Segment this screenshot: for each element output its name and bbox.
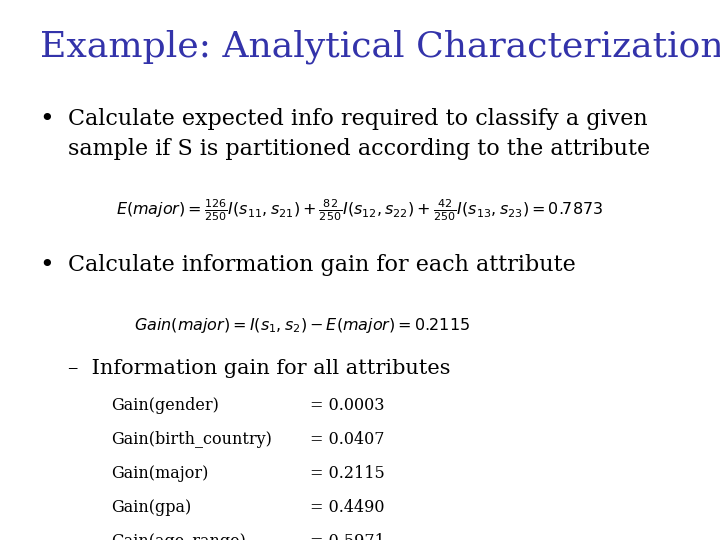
Text: Gain(age_range): Gain(age_range): [112, 533, 246, 540]
Text: Example: Analytical Characterization (4): Example: Analytical Characterization (4): [40, 30, 720, 64]
Text: Gain(gpa): Gain(gpa): [112, 499, 192, 516]
Text: $E(major) = \frac{126}{250}I(s_{11}, s_{21}) + \frac{82}{250}I(s_{12}, s_{22}) +: $E(major) = \frac{126}{250}I(s_{11}, s_{…: [117, 197, 603, 223]
Text: •: •: [40, 254, 54, 277]
Text: Gain(major): Gain(major): [112, 465, 209, 482]
Text: $Gain(major) = I(s_1, s_2) - E(major) = 0.2115$: $Gain(major) = I(s_1, s_2) - E(major) = …: [135, 316, 470, 335]
Text: Gain(gender): Gain(gender): [112, 397, 220, 414]
Text: Calculate information gain for each attribute: Calculate information gain for each attr…: [68, 254, 576, 276]
Text: Gain(birth_country): Gain(birth_country): [112, 431, 272, 448]
Text: = 0.5971: = 0.5971: [310, 533, 384, 540]
Text: –  Information gain for all attributes: – Information gain for all attributes: [68, 359, 451, 378]
Text: = 0.0407: = 0.0407: [310, 431, 384, 448]
Text: •: •: [40, 108, 54, 131]
Text: = 0.4490: = 0.4490: [310, 499, 384, 516]
Text: Calculate expected info required to classify a given
sample if S is partitioned : Calculate expected info required to clas…: [68, 108, 651, 160]
Text: = 0.0003: = 0.0003: [310, 397, 384, 414]
Text: = 0.2115: = 0.2115: [310, 465, 384, 482]
